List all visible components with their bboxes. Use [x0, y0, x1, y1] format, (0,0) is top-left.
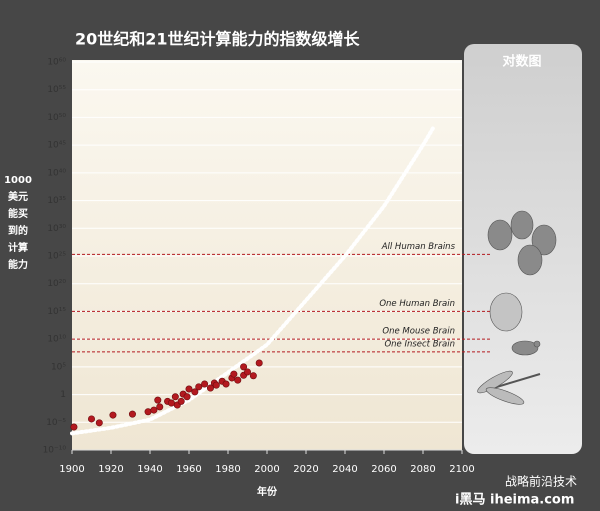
y-axis-label: 1000: [4, 175, 32, 186]
trend-line: [70, 126, 435, 436]
y-tick-label: 10⁵⁰: [47, 113, 66, 123]
y-tick-label: 1: [60, 390, 66, 400]
data-point: [255, 359, 263, 367]
data-point: [154, 396, 162, 404]
y-tick-label: 10⁵⁵: [47, 85, 66, 95]
x-tick-label: 1940: [137, 464, 162, 475]
data-point: [212, 381, 220, 389]
watermark: i黑马 iheima.com: [455, 493, 574, 508]
data-point: [206, 384, 214, 392]
y-axis-label: 能买: [8, 207, 28, 220]
watermark: 战略前沿技术: [505, 474, 577, 489]
data-point: [171, 393, 179, 401]
data-point: [95, 419, 103, 427]
x-axis-label: 年份: [257, 485, 278, 498]
y-tick-label: 10⁵: [51, 362, 66, 372]
data-point: [234, 376, 242, 384]
y-tick-label: 10⁴⁰: [47, 168, 66, 178]
data-point: [244, 368, 252, 376]
data-point: [230, 370, 238, 378]
x-tick-label: 2060: [371, 464, 396, 475]
data-point: [201, 380, 209, 388]
data-point: [195, 383, 203, 391]
y-tick-label: 10⁴⁵: [47, 141, 66, 151]
x-tick-label: 1900: [59, 464, 84, 475]
y-tick-label: 10⁻⁵: [46, 418, 66, 428]
data-point: [191, 388, 199, 396]
y-tick-label: 10¹⁰: [47, 335, 66, 345]
x-tick-label: 2100: [449, 464, 474, 475]
data-point: [156, 403, 164, 411]
data-point: [183, 393, 191, 401]
chart-title: 20世纪和21世纪计算能力的指数级增长: [75, 30, 361, 49]
data-point: [240, 363, 248, 371]
data-point: [70, 423, 78, 431]
x-tick-label: 1960: [176, 464, 201, 475]
x-tick-label: 1920: [98, 464, 123, 475]
illustrations: [477, 210, 557, 405]
x-tick-label: 2020: [293, 464, 318, 475]
y-tick-label: 10⁶⁰: [47, 58, 66, 68]
y-tick-label: 10¹⁵: [47, 307, 66, 317]
x-tick-label: 2000: [254, 464, 279, 475]
data-point: [167, 399, 175, 407]
y-axis-label: 计算: [8, 241, 28, 254]
x-tick-label: 2040: [332, 464, 357, 475]
y-axis-label: 美元: [8, 190, 28, 203]
panel-title: 对数图: [502, 54, 541, 70]
data-point: [128, 410, 136, 418]
y-tick-label: 10³⁵: [47, 196, 66, 206]
reference-label: One Insect Brain: [384, 339, 455, 349]
data-point: [144, 408, 152, 416]
reference-label: One Mouse Brain: [382, 327, 455, 337]
x-tick-label: 1980: [215, 464, 240, 475]
data-point: [185, 385, 193, 393]
reference-label: One Human Brain: [379, 299, 455, 309]
data-point: [249, 372, 257, 380]
y-tick-label: 10²⁰: [47, 279, 66, 289]
plot-area: [72, 60, 462, 450]
data-point: [109, 411, 117, 419]
y-axis-label: 能力: [8, 258, 28, 271]
y-tick-label: 10⁻¹⁰: [43, 446, 67, 456]
y-tick-label: 10³⁰: [47, 224, 66, 234]
data-point: [177, 397, 185, 405]
y-axis-label: 到的: [8, 224, 28, 237]
data-point: [150, 406, 158, 414]
data-point: [222, 380, 230, 388]
data-point: [88, 415, 96, 423]
x-tick-label: 2080: [410, 464, 435, 475]
reference-label: All Human Brains: [381, 242, 456, 252]
y-tick-label: 10²⁵: [47, 252, 66, 262]
